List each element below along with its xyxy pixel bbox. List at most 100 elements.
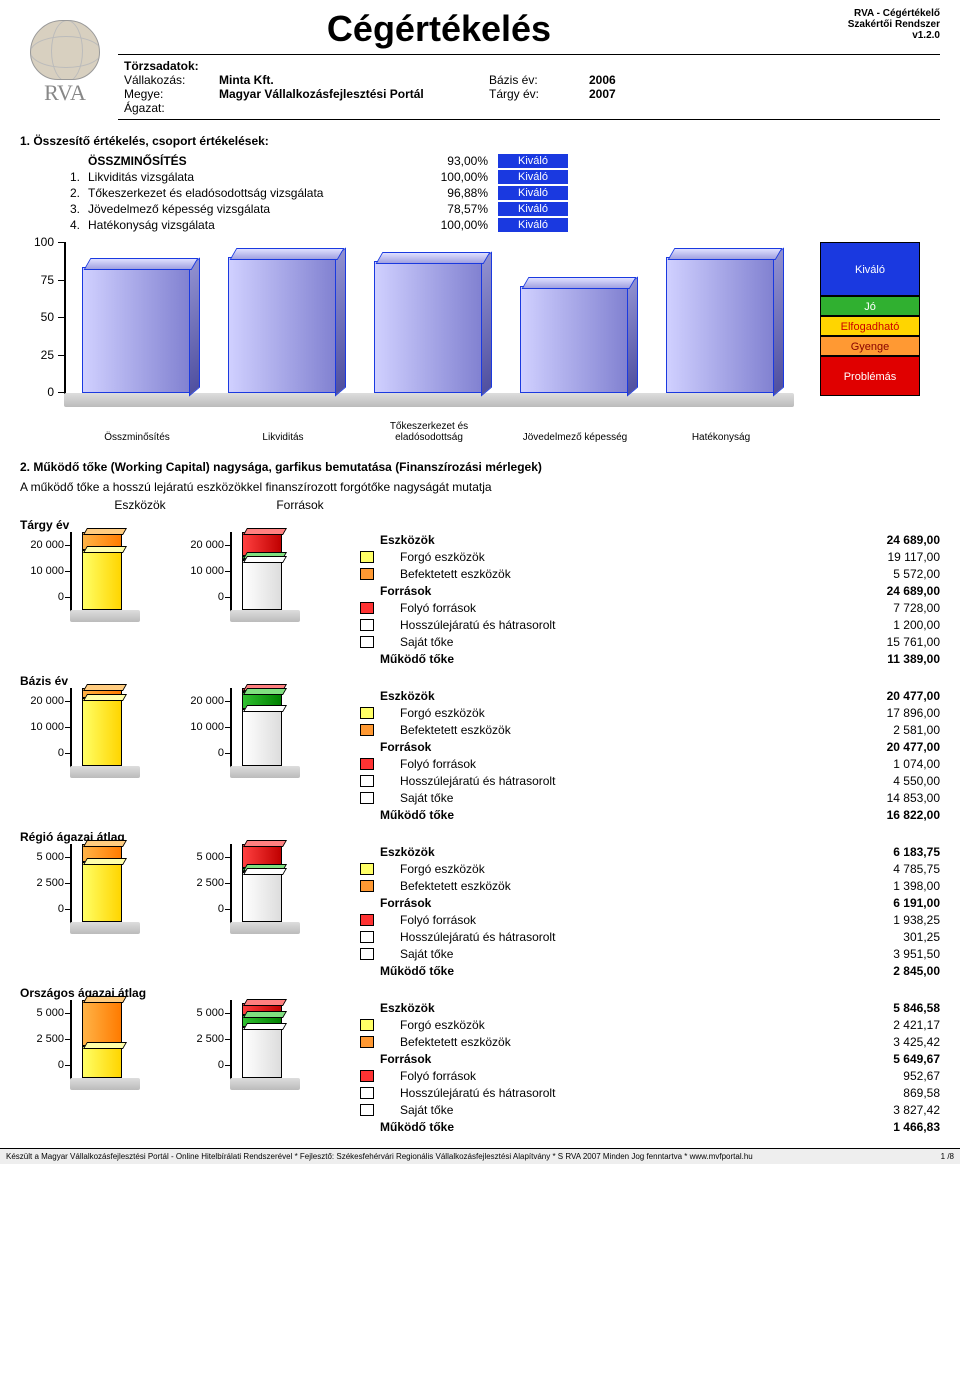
block-title: Bázis év [20,674,940,688]
mini-tick: 0 [20,896,70,922]
mini-yaxis [70,1000,72,1080]
meta-baseyear-lbl: Bázis év: [489,73,589,87]
stack-segment [82,1046,122,1078]
bar [374,261,484,393]
swatch-icon [360,551,374,563]
mini-yaxis [70,532,72,612]
mini-chart: 20 00010 0000 [180,532,340,622]
swatch-icon [360,880,374,892]
header-main: Cégértékelés RVA - Cégértékelő Szakértői… [118,8,940,120]
swatch-icon [360,636,374,648]
category-label: Likviditás [218,432,348,443]
footer-right: 1 /8 [941,1152,954,1161]
eval-pct: 100,00% [408,170,488,184]
detail-row: Saját tőke14 853,00 [360,790,940,807]
product-name-2: Szakértői Rendszer [760,19,940,30]
swatch-icon [360,602,374,614]
page-title: Cégértékelés [118,8,760,50]
detail-label: Saját tőke [380,1102,850,1119]
block-row: 5 0002 50005 0002 5000Eszközök5 846,58Fo… [20,1000,940,1136]
detail-row: Befektetett eszközök2 581,00 [360,722,940,739]
mini-tick: 0 [180,1052,230,1078]
ytick-label: 50 [20,310,54,324]
detail-value: 17 896,00 [850,705,940,722]
detail-row: Befektetett eszközök3 425,42 [360,1034,940,1051]
detail-row: Saját tőke3 951,50 [360,946,940,963]
detail-label: Működő tőke [380,651,850,668]
meta-box: Törzsadatok: Vállakozás: Minta Kft. Bázi… [118,54,940,120]
detail-value: 3 827,42 [850,1102,940,1119]
detail-row: Működő tőke11 389,00 [360,651,940,668]
colhdr-liab: Források [220,498,380,512]
swatch-icon [360,585,374,597]
category-label: Hatékonyság [656,432,786,443]
mini-plot [230,532,300,622]
eval-num: 3. [70,202,88,216]
mini-plot [70,532,140,622]
detail-label: Hosszúlejáratú és hátrasorolt [380,773,850,790]
mini-plot [70,844,140,934]
detail-row: Források5 649,67 [360,1051,940,1068]
block-row: 20 00010 0000 20 00010 0000 Eszközök24 689… [20,532,940,668]
swatch-icon [360,792,374,804]
mini-chart: 5 0002 5000 [20,1000,180,1090]
meta-sector-lbl: Ágazat: [124,101,219,115]
detail-row: Folyó források7 728,00 [360,600,940,617]
mini-tick: 0 [180,584,230,610]
mini-tick: 0 [180,896,230,922]
swatch-icon [360,619,374,631]
detail-value: 1 074,00 [850,756,940,773]
summary-chart-wrap: 1007550250ÖsszminősítésLikviditásTőkesze… [20,242,940,442]
detail-row: Eszközök24 689,00 [360,532,940,549]
detail-label: Saját tőke [380,790,850,807]
mini-tick: 20 000 [20,532,70,558]
block-title: Régió ágazai átlag [20,830,940,844]
meta-row-1: Vállakozás: Minta Kft. Bázis év: 2006 [124,73,934,87]
ytick-label: 25 [20,348,54,362]
detail-value: 14 853,00 [850,790,940,807]
detail-label: Források [380,583,850,600]
block-title: Országos ágazai átlag [20,986,940,1000]
balance-block: Tárgy év20 00010 000020 00010 0000Eszköz… [20,518,940,668]
bar [228,257,338,393]
eval-row: 2.Tőkeszerkezet és eladósodottság vizsgá… [70,186,940,200]
detail-row: Forgó eszközök17 896,00 [360,705,940,722]
logo: RVA [20,8,110,118]
mini-tick: 10 000 [20,714,70,740]
eval-pct: 100,00% [408,218,488,232]
mini-tick: 5 000 [180,1000,230,1026]
swatch-icon [360,897,374,909]
detail-label: Források [380,1051,850,1068]
product-version: v1.2.0 [760,30,940,41]
mini-axis: 20 00010 0000 [20,532,70,622]
category-label: Összminősítés [72,432,202,443]
detail-value: 20 477,00 [850,739,940,756]
detail-row: Eszközök20 477,00 [360,688,940,705]
swatch-icon [360,914,374,926]
eval-row: 4.Hatékonyság vizsgálata100,00%Kiváló [70,218,940,232]
meta-targetyear-lbl: Tárgy év: [489,87,589,101]
detail-label: Befektetett eszközök [380,1034,850,1051]
mini-tick: 10 000 [180,714,230,740]
mini-floor [230,922,300,934]
eval-badge: Kiváló [498,154,568,168]
detail-value: 20 477,00 [850,688,940,705]
mini-axis: 5 0002 5000 [180,844,230,934]
swatch-icon [360,965,374,977]
detail-row: Befektetett eszközök5 572,00 [360,566,940,583]
swatch-icon [360,1019,374,1031]
detail-row: Hosszúlejáratú és hátrasorolt4 550,00 [360,773,940,790]
detail-row: Működő tőke1 466,83 [360,1119,940,1136]
mini-axis: 5 0002 5000 [20,844,70,934]
detail-value: 5 649,67 [850,1051,940,1068]
stack-segment [82,862,122,922]
legend-item: Gyenge [820,336,920,356]
footer: Készült a Magyar Vállalkozásfejlesztési … [0,1148,960,1164]
mini-stack [82,844,122,922]
swatch-icon [360,707,374,719]
mini-floor [230,610,300,622]
eval-badge: Kiváló [498,202,568,216]
eval-row: 1.Likviditás vizsgálata100,00%Kiváló [70,170,940,184]
detail-label: Eszközök [380,688,850,705]
swatch-icon [360,534,374,546]
